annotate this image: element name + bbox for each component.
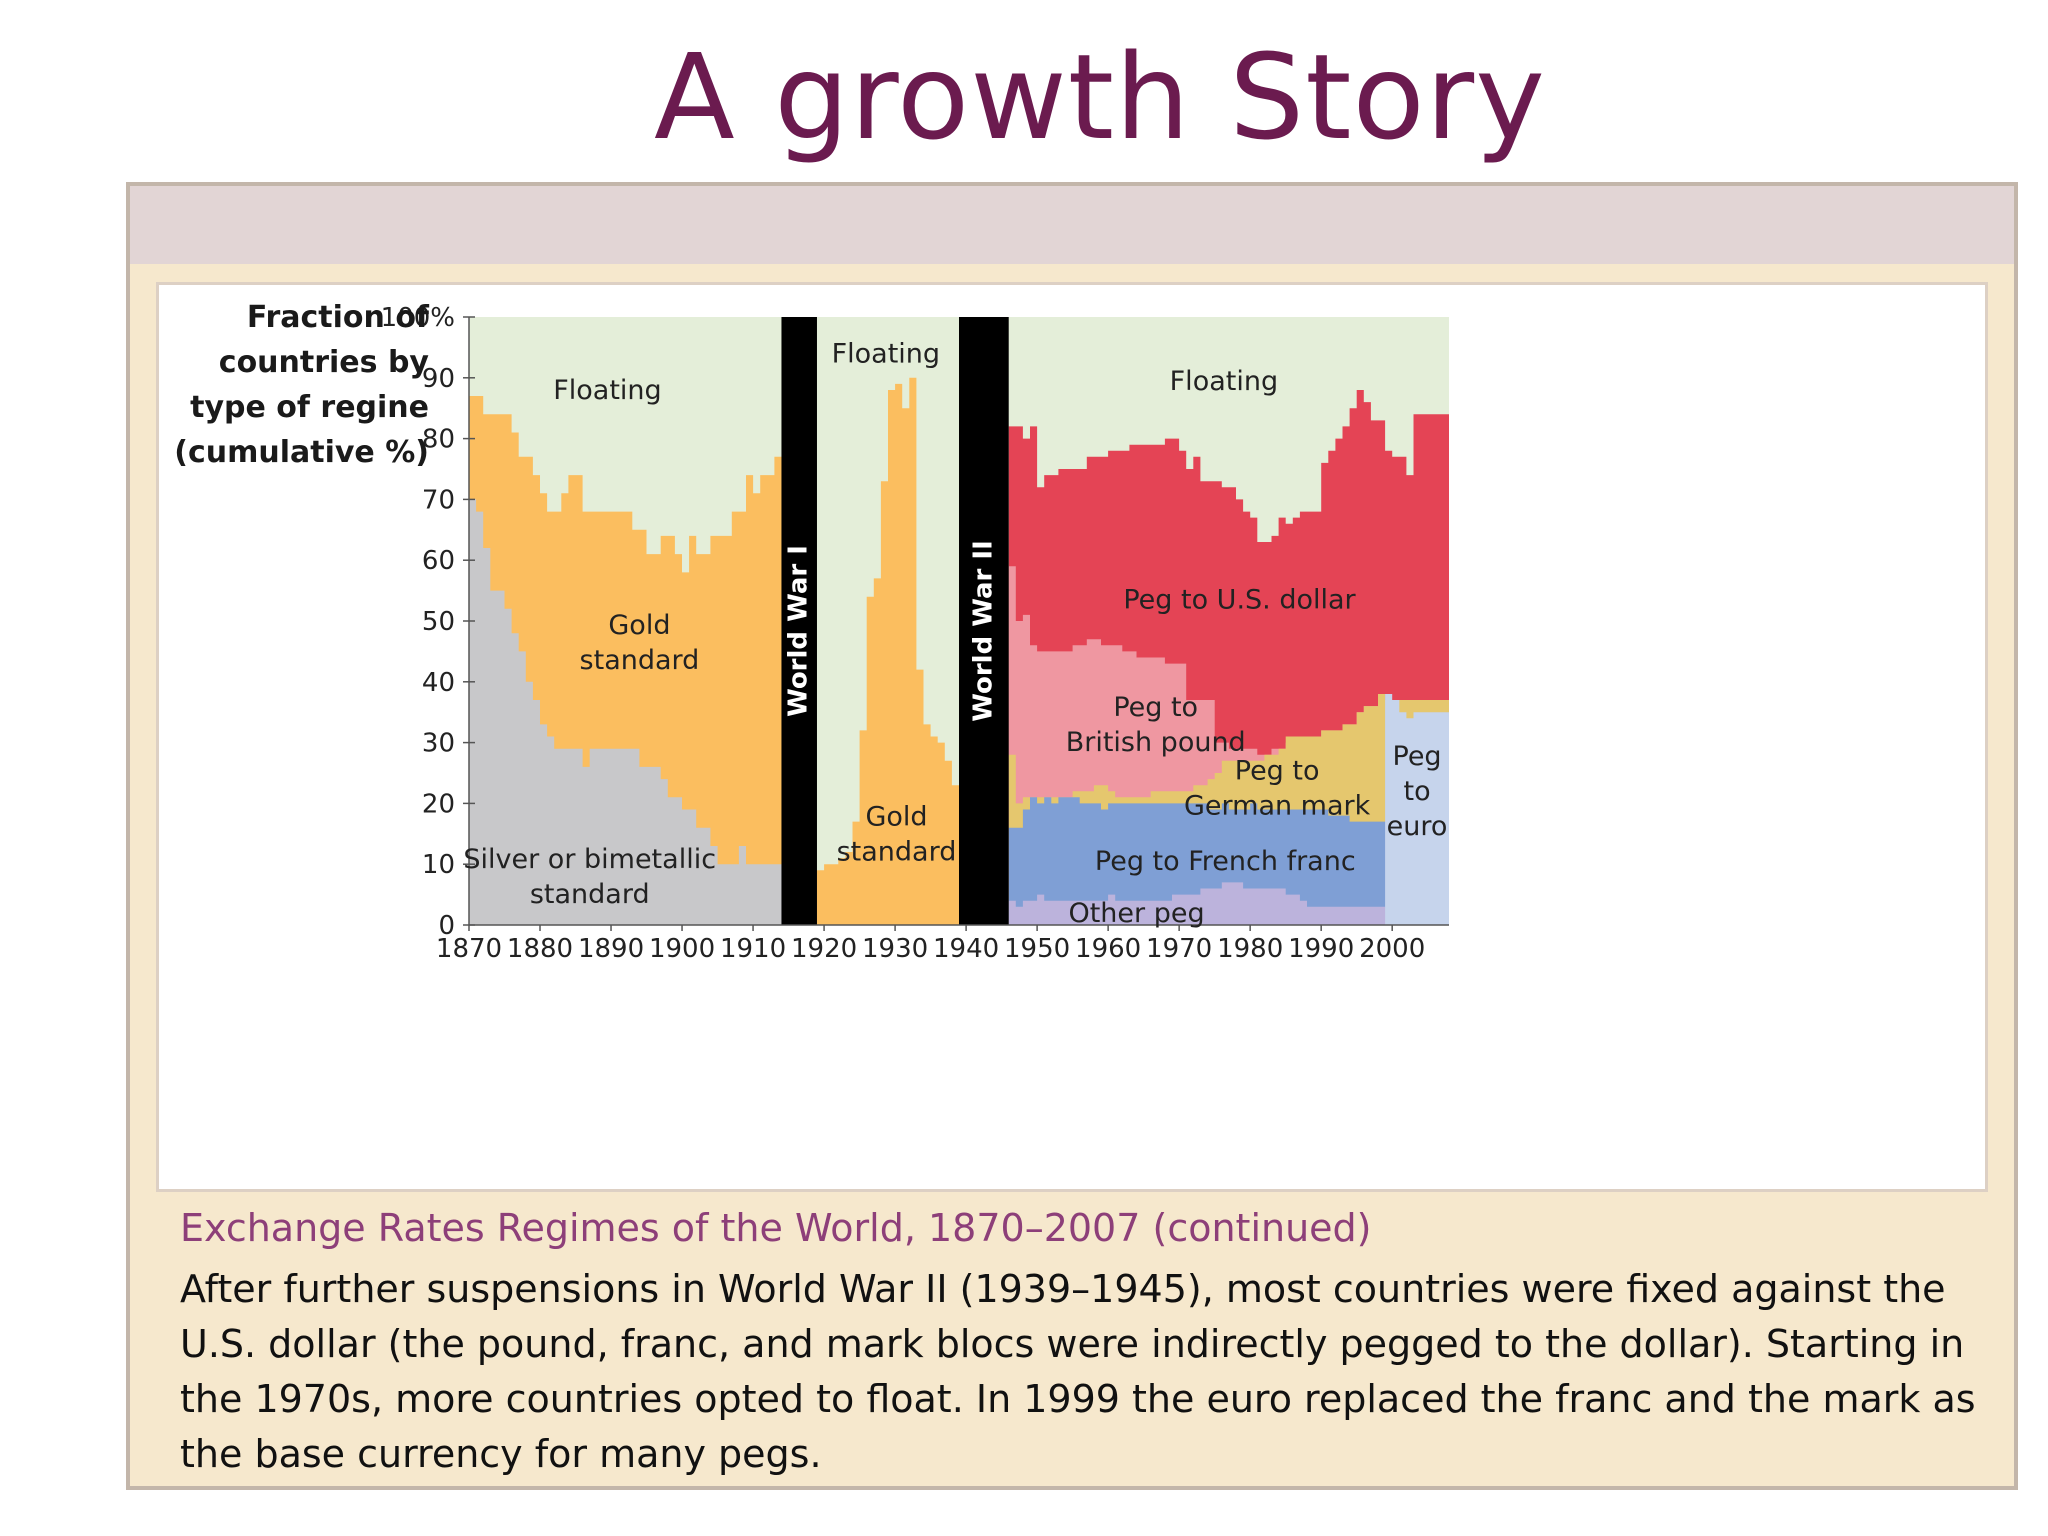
x-tick-label: 1980 — [1217, 934, 1283, 964]
content-panel: World War I World War II 100% 90 80 70 60 50 40… — [126, 182, 2018, 1490]
y-tick-label: 90 — [422, 364, 455, 394]
region-label: Peg to U.S. dollar — [1123, 585, 1356, 616]
x-tick-label: 1990 — [1288, 934, 1354, 964]
area-gold-period-1 — [817, 377, 959, 925]
y-tick-label: 20 — [422, 789, 455, 819]
war-label: World War I — [784, 545, 814, 717]
region-label: Silver or bimetallic standard — [463, 844, 716, 910]
region-label: Peg to euro — [1387, 741, 1448, 842]
x-tick-label: 1880 — [507, 934, 573, 964]
region-label: Peg to British pound — [1066, 692, 1246, 758]
area-silver-period-0 — [469, 499, 782, 925]
war-bars: World War I World War II — [781, 317, 1009, 925]
exchange-regime-chart: World War I World War II 100% 90 80 70 60 50 40… — [174, 300, 1449, 964]
region-label: Gold standard — [580, 610, 700, 676]
region-labels: Floating Gold standard Silver or bimetallic… — [463, 338, 1447, 928]
x-tick-label: 1870 — [436, 934, 502, 964]
area-other-period-2 — [1008, 882, 1449, 925]
area-frf-period-2 — [1008, 797, 1449, 925]
y-tick-label: 80 — [422, 425, 455, 455]
y-tick-label: 0 — [438, 911, 455, 941]
war-bar — [959, 317, 1009, 925]
y-tick-label: 100% — [381, 303, 455, 333]
x-tick-label: 1890 — [578, 934, 644, 964]
y-axis-label: Fraction of countries by type of regine (cu… — [174, 300, 430, 470]
y-tick-label: 10 — [422, 850, 455, 880]
region-label: Other peg — [1068, 898, 1204, 929]
x-tick-label: 2000 — [1359, 934, 1425, 964]
x-tick-label: 1930 — [862, 934, 928, 964]
y-tick-label: 70 — [422, 485, 455, 515]
chart-container: World War I World War II 100% 90 80 70 60 50 40… — [156, 282, 1988, 1192]
y-axis-title: Fraction of countries by type of regine (cu… — [174, 300, 430, 470]
caption-title: Exchange Rates Regimes of the World, 187… — [180, 1206, 1372, 1250]
slide-title: A growth Story — [653, 28, 1547, 166]
caption-line: the base currency for many pegs. — [180, 1432, 822, 1476]
caption-line: U.S. dollar (the pound, franc, and mark … — [180, 1322, 1965, 1366]
war-bar — [781, 317, 817, 925]
region-label: Floating — [1170, 366, 1278, 397]
x-tick-label: 1950 — [1004, 934, 1070, 964]
region-label: Peg to French franc — [1095, 846, 1356, 877]
x-tick-label: 1920 — [791, 934, 857, 964]
region-label: Floating — [553, 375, 661, 406]
y-tick-label: 40 — [422, 668, 455, 698]
x-tick-label: 1900 — [649, 934, 715, 964]
region-label: Peg to German mark — [1184, 756, 1371, 822]
war-label: World War II — [968, 540, 998, 722]
y-tick-label: 30 — [422, 729, 455, 759]
region-label: Gold standard — [837, 801, 957, 867]
caption-body: After further suspensions in World War I… — [180, 1262, 1980, 1482]
region-label: Floating — [832, 338, 940, 369]
caption-line: the 1970s, more countries opted to float… — [180, 1377, 1976, 1421]
x-tick-label: 1940 — [933, 934, 999, 964]
y-tick-label: 50 — [422, 607, 455, 637]
panel-header-band — [130, 186, 2014, 264]
caption-line: After further suspensions in World War I… — [180, 1267, 1946, 1311]
x-tick-label: 1960 — [1075, 934, 1141, 964]
y-tick-label: 60 — [422, 546, 455, 576]
x-tick-label: 1910 — [720, 934, 786, 964]
area-euro-period-3 — [1385, 694, 1449, 925]
x-tick-label: 1970 — [1146, 934, 1212, 964]
